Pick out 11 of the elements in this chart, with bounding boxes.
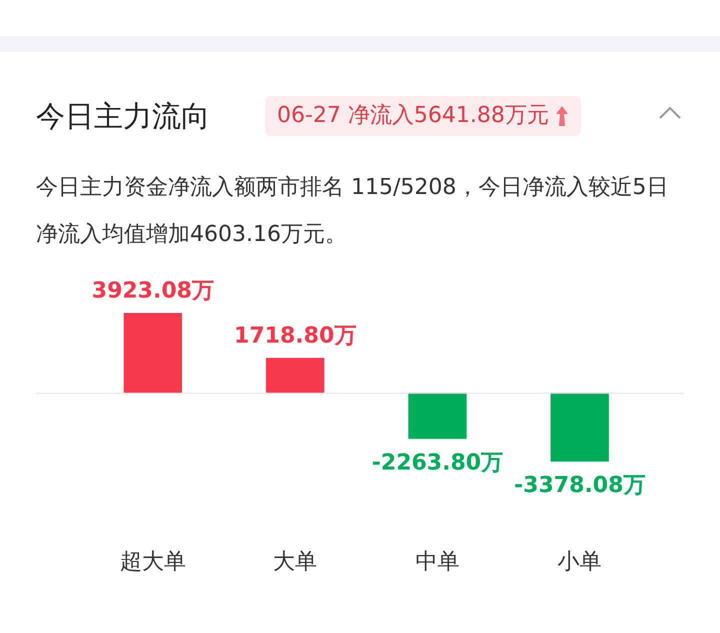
- x-tick-label: 超大单: [120, 549, 186, 574]
- data-label: -3378.08万: [514, 473, 646, 498]
- x-tick-label: 小单: [558, 549, 602, 574]
- data-label: 1718.80万: [234, 324, 356, 349]
- data-label: 3923.08万: [92, 278, 214, 304]
- x-tick-label: 大单: [273, 549, 318, 574]
- x-tick-label: 中单: [415, 549, 460, 574]
- chart-title: 今日主力流向: [36, 98, 210, 135]
- text: 今日主力资金净流入额两市排名 115/5208，今日净流入较近5日净流入均值增加4603.16万元。: [36, 174, 670, 249]
- data-label: -2263.80万: [372, 450, 504, 476]
- chart-subtitle: 06-27 净流入5641.88万元: [277, 103, 549, 128]
